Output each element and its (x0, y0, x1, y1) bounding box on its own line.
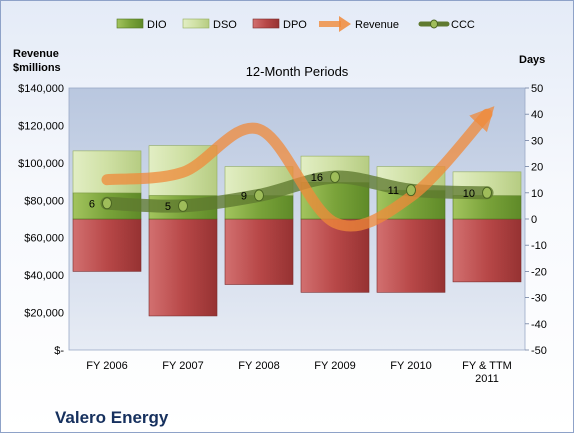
x-label-fy-2009: FY 2009 (314, 360, 355, 372)
x-label-fy-2010: FY 2010 (390, 360, 431, 372)
left-tick-label: $60,000 (24, 233, 64, 245)
legend-label-dso: DSO (213, 19, 237, 31)
left-axis-title: Revenue $millions (13, 48, 62, 74)
ccc-point (102, 197, 112, 210)
x-label-fy-2006: FY 2006 (86, 360, 127, 372)
left-tick-label: $- (54, 345, 64, 357)
left-tick-label: $120,000 (18, 120, 64, 132)
ccc-data-label: 11 (388, 185, 399, 197)
legend-swatch-dio (116, 18, 144, 29)
bar-dpo (376, 218, 446, 293)
ccc-data-label: 6 (89, 198, 95, 210)
bar-dso (72, 150, 142, 194)
right-tick-label: -10 (531, 240, 547, 252)
legend-item-revenue: Revenue (319, 16, 399, 32)
x-label-fy-2007: FY 2007 (162, 360, 203, 372)
ccc-point (406, 184, 416, 197)
x-axis-labels: FY 2006 FY 2007 FY 2008 FY 2009 FY 2010 FY & … (86, 360, 512, 385)
right-tick-label: -50 (531, 345, 547, 357)
left-tick-label: $140,000 (18, 83, 64, 95)
x-label-fy-ttm-2011: FY & TTM 2011 (462, 360, 512, 385)
left-axis-ticks: $- $20,000 $40,000 $60,000 $80,000 $100,000 $1… (18, 83, 64, 357)
legend-item-dso: DSO (182, 18, 237, 31)
ccc-data-label: 10 (463, 188, 475, 200)
ccc-point (330, 171, 340, 184)
legend-swatch-dpo (252, 18, 280, 29)
legend-label-ccc: CCC (451, 19, 475, 31)
ccc-data-label: 16 (311, 172, 323, 184)
legend-label-revenue: Revenue (355, 19, 399, 31)
right-tick-label: 20 (531, 162, 543, 174)
right-tick-label: 30 (531, 135, 543, 147)
legend-label-dio: DIO (147, 19, 167, 31)
bar-dpo (72, 218, 142, 272)
lines: 6 5 9 16 11 10 (89, 106, 495, 232)
revenue-line (101, 106, 495, 232)
company-name: Valero Energy (55, 408, 169, 427)
plot-area (68, 87, 526, 351)
ccc-data-label: 9 (241, 190, 247, 202)
ccc-point (254, 189, 264, 202)
bar-dpo (224, 218, 294, 285)
right-tick-label: 50 (531, 83, 543, 95)
right-tick-label: -30 (531, 293, 547, 305)
legend-item-ccc: CCC (418, 19, 475, 31)
legend-item-dio: DIO (116, 18, 167, 31)
bar-dpo (300, 218, 370, 293)
ccc-point (178, 199, 188, 212)
left-axis-title-line1: Revenue (13, 48, 59, 60)
ccc-point (482, 186, 492, 199)
legend-swatch-dso (182, 18, 210, 29)
right-axis-title: Days (519, 54, 545, 66)
bar-dpo (148, 218, 218, 317)
ccc-data-label: 5 (165, 201, 171, 213)
left-axis-title-line2: $millions (13, 62, 61, 74)
legend-label-dpo: DPO (283, 19, 307, 31)
chart-title: 12-Month Periods (246, 64, 349, 79)
legend-marker-ccc (430, 19, 438, 29)
bar-dpo (452, 218, 522, 283)
left-tick-label: $80,000 (24, 195, 64, 207)
right-tick-label: 10 (531, 188, 543, 200)
legend: DIO DSO DPO Revenue CCC (116, 16, 475, 32)
x-label-fy-2008: FY 2008 (238, 360, 279, 372)
right-axis-ticks: -50 -40 -30 -20 -10 0 10 20 30 40 50 (525, 83, 547, 357)
right-tick-label: -20 (531, 266, 547, 278)
legend-item-dpo: DPO (252, 18, 307, 31)
left-tick-label: $40,000 (24, 270, 64, 282)
legend-arrow-revenue (339, 16, 351, 32)
right-tick-label: -40 (531, 319, 547, 331)
left-tick-label: $100,000 (18, 158, 64, 170)
right-tick-label: 40 (531, 109, 543, 121)
left-tick-label: $20,000 (24, 308, 64, 320)
right-tick-label: 0 (531, 214, 537, 226)
